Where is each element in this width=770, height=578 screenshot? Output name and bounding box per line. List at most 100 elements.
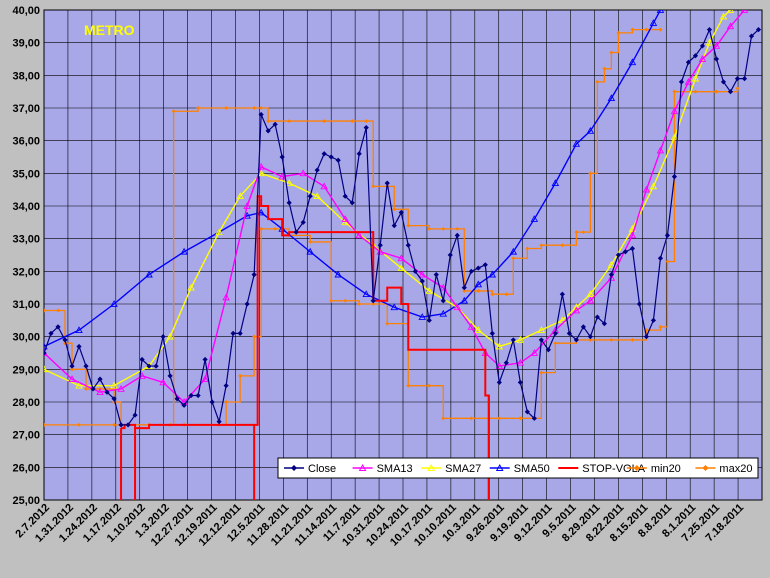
- data-point-close: [545, 347, 551, 353]
- data-point-close: [650, 317, 657, 323]
- chart-title: METRO: [84, 22, 135, 38]
- data-point-sma13: [243, 202, 251, 209]
- data-point-min20: [357, 302, 362, 306]
- series-line-max20: [44, 28, 661, 426]
- legend: Close SMA13 SMA27 SMA50 STOP-VOLA min20 max20: [277, 457, 759, 479]
- data-point-min20: [371, 302, 376, 306]
- data-point-max20: [525, 246, 530, 251]
- data-point-close: [685, 59, 692, 65]
- data-point-max20: [490, 292, 495, 297]
- data-point-close: [678, 79, 685, 85]
- data-point-sma13: [355, 231, 363, 239]
- data-point-close: [489, 330, 495, 336]
- data-point-sma27: [397, 264, 406, 271]
- data-point-close: [755, 27, 762, 33]
- data-point-max20: [287, 119, 292, 124]
- data-point-close: [167, 373, 173, 379]
- data-point-min20: [497, 416, 502, 421]
- data-point-max20: [171, 109, 176, 114]
- data-point-close: [517, 379, 523, 385]
- data-point-sma50: [656, 10, 665, 13]
- data-point-sma50: [572, 140, 581, 147]
- legend-entry-close: Close: [284, 463, 336, 475]
- data-point-close: [552, 330, 558, 336]
- legend-label: SMA13: [377, 463, 413, 475]
- data-point-close: [426, 317, 432, 323]
- data-point-sma27: [236, 192, 244, 200]
- legend-entry-sma27: SMA27: [421, 463, 481, 475]
- legend-swatch-marker: [358, 463, 367, 471]
- legend-swatch-marker: [427, 463, 435, 471]
- data-point-max20: [224, 106, 229, 110]
- data-point-min20: [385, 321, 390, 326]
- data-point-min20: [329, 298, 334, 303]
- data-point-max20: [112, 422, 117, 427]
- data-point-close: [601, 321, 607, 327]
- data-point-close: [636, 301, 643, 307]
- series-line-stop-vola: [121, 195, 490, 500]
- data-point-close: [125, 422, 131, 428]
- data-point-close: [314, 167, 320, 173]
- data-point-close: [734, 76, 741, 82]
- data-point-close: [342, 193, 348, 199]
- data-point-sma50: [586, 126, 595, 134]
- y-tick-label: 33,00: [12, 234, 40, 246]
- data-point-close: [447, 252, 453, 258]
- data-point-close: [258, 111, 264, 118]
- data-point-close: [433, 272, 439, 278]
- data-point-min20: [44, 308, 46, 313]
- data-point-close: [720, 79, 727, 85]
- data-point-sma13: [278, 172, 286, 180]
- data-point-sma13: [222, 293, 230, 301]
- data-point-close: [44, 350, 47, 356]
- data-point-max20: [658, 27, 663, 32]
- data-point-close: [587, 334, 593, 340]
- data-point-sma27: [726, 10, 735, 13]
- legend-entry-max20: max20: [695, 463, 752, 475]
- legend-swatch-marker: [291, 465, 297, 471]
- data-point-close: [664, 232, 671, 238]
- data-point-sma50: [649, 19, 658, 26]
- data-point-close: [713, 56, 720, 62]
- legend-swatch-marker: [495, 463, 504, 471]
- data-point-min20: [609, 337, 614, 342]
- data-point-min20: [693, 89, 698, 94]
- data-point-max20: [371, 184, 376, 189]
- data-point-min20: [252, 334, 257, 339]
- data-point-sma27: [341, 218, 349, 226]
- data-point-close: [356, 151, 362, 157]
- y-tick-label: 29,00: [12, 364, 40, 376]
- data-point-sma13: [656, 146, 665, 154]
- data-point-close: [629, 245, 636, 252]
- y-tick-label: 36,00: [12, 136, 40, 148]
- data-point-close: [349, 200, 355, 206]
- data-point-sma50: [628, 58, 637, 66]
- data-point-close: [503, 360, 509, 366]
- data-point-close: [454, 232, 460, 238]
- legend-label: Close: [308, 463, 336, 475]
- data-point-min20: [714, 89, 719, 94]
- data-point-close: [573, 337, 579, 343]
- legend-label: max20: [719, 463, 752, 475]
- data-point-sma50: [488, 270, 497, 278]
- data-point-sma13: [740, 10, 749, 13]
- data-point-sma27: [44, 365, 48, 373]
- data-point-min20: [672, 89, 677, 94]
- data-point-close: [104, 389, 110, 395]
- data-point-sma27: [425, 287, 434, 294]
- data-point-close: [174, 396, 180, 402]
- data-point-max20: [588, 171, 593, 176]
- data-point-sma27: [670, 133, 679, 141]
- series-sma50: [44, 10, 665, 350]
- data-point-sma50: [180, 247, 188, 255]
- data-point-close: [279, 154, 285, 160]
- data-point-close: [111, 396, 117, 402]
- data-point-close: [132, 412, 138, 418]
- data-point-min20: [406, 383, 411, 388]
- data-point-max20: [392, 207, 397, 212]
- data-point-sma50: [145, 270, 153, 278]
- data-point-min20: [70, 367, 75, 372]
- data-point-sma50: [551, 179, 560, 186]
- data-point-close: [307, 193, 313, 199]
